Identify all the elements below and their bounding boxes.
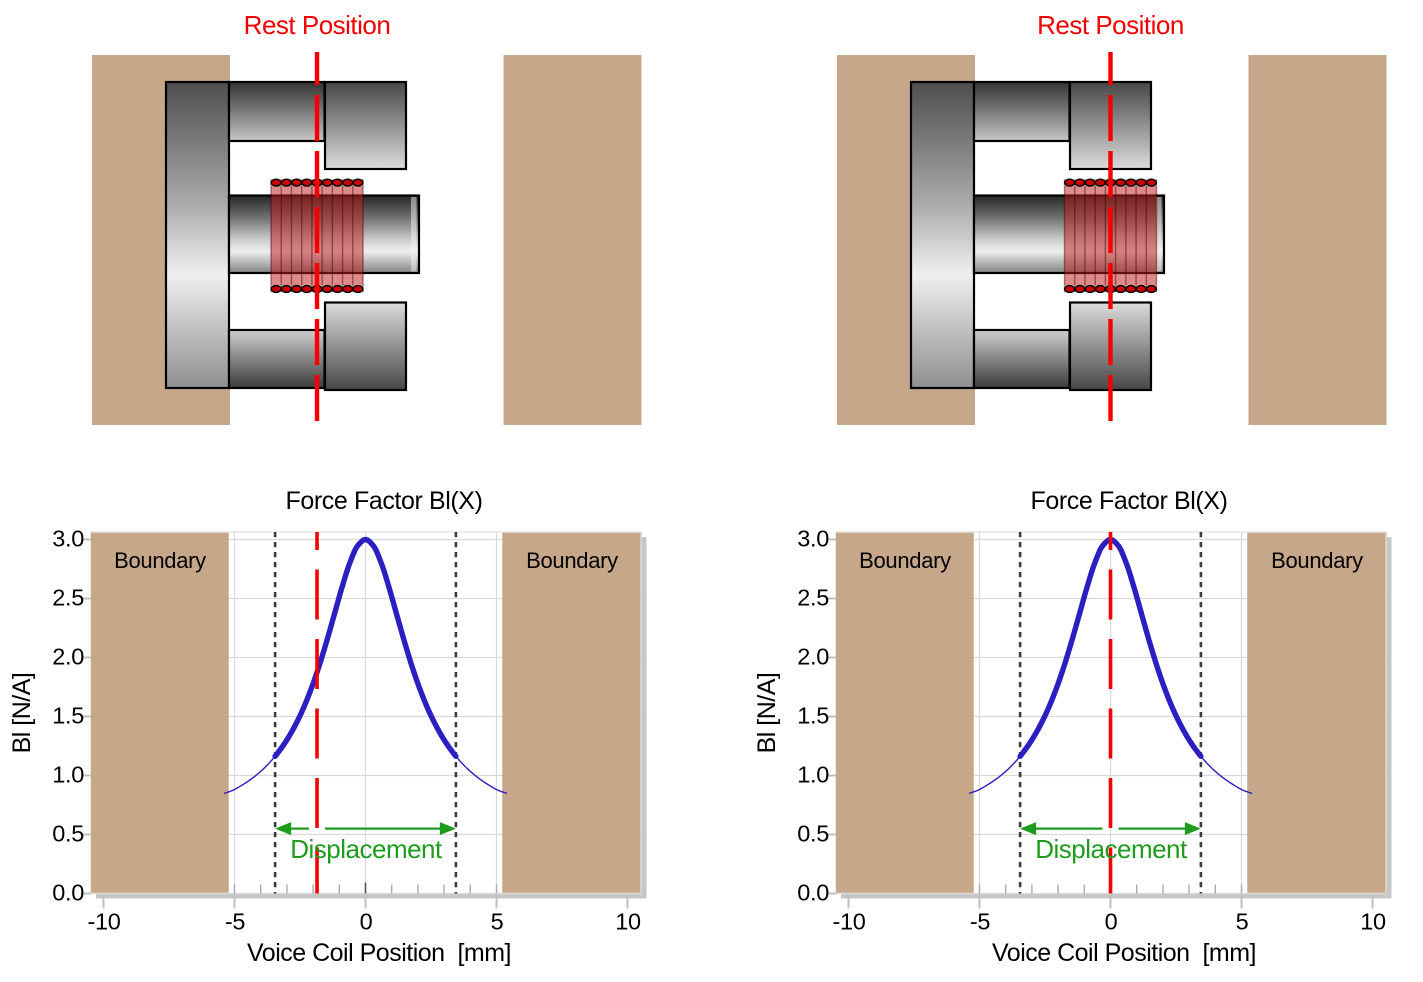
bl-chart (83, 531, 647, 909)
voice-coil-winding-dot (331, 284, 344, 294)
y-axis-label: Bl [N/A] (753, 673, 781, 754)
boundary-label-left: Boundary (114, 548, 206, 573)
motor-diagram (92, 52, 642, 425)
voice-coil-winding-dot (1145, 284, 1157, 294)
x-tick-label: 10 (1360, 909, 1386, 935)
y-tick-label: 2.5 (797, 585, 829, 611)
voice-coil-winding-dot (1135, 284, 1147, 294)
motor-diagram (837, 52, 1387, 425)
voice-coil-winding-dot (321, 284, 333, 294)
motor-back-plate (164, 80, 231, 390)
y-tick-label: 1.5 (52, 703, 84, 729)
voice-coil-winding-dot (342, 178, 354, 187)
voice-coil-winding-dot (352, 284, 364, 294)
boundary-label-left: Boundary (859, 548, 951, 573)
voice-coil-winding-dot (1074, 178, 1086, 187)
boundary-label-right: Boundary (526, 548, 618, 573)
x-tick-label: -10 (832, 909, 865, 935)
y-tick-label: 2.0 (797, 644, 829, 670)
y-tick-label: 2.0 (52, 644, 84, 670)
voice-coil-winding-dot (280, 284, 292, 294)
voice-coil-winding-dot (1115, 178, 1127, 187)
voice-coil-winding-dot (1094, 284, 1106, 294)
displacement-arrowhead-left (1020, 822, 1037, 836)
boundary-wall-right (503, 55, 642, 425)
x-tick-label: -10 (87, 909, 120, 935)
x-tick-label: -5 (970, 909, 991, 935)
y-tick-label: 3.0 (52, 526, 84, 552)
motor-back-plate (909, 80, 976, 390)
voice-coil-winding-dot (331, 178, 344, 187)
motor-top-plate-outer (323, 80, 408, 171)
x-tick-label: 5 (1236, 909, 1249, 935)
motor-top-plate-inner (227, 80, 326, 143)
voice-coil-winding-dot (1145, 178, 1157, 187)
y-tick-label: 0.5 (52, 821, 84, 847)
y-tick-label: 2.5 (52, 585, 84, 611)
displacement-arrowhead-right (439, 822, 456, 836)
motor-bottom-plate-outer (323, 301, 408, 392)
y-tick-label: 0.0 (52, 880, 84, 906)
y-tick-label: 1.0 (797, 762, 829, 788)
rest-position-label: Rest Position (1037, 10, 1184, 40)
x-tick-label: 0 (360, 909, 373, 935)
displacement-label: Displacement (1035, 834, 1188, 864)
voice-coil-winding-dot (1094, 178, 1106, 187)
y-tick-label: 1.0 (52, 762, 84, 788)
x-tick-label: -5 (225, 909, 246, 935)
voice-coil-winding-dot (342, 284, 354, 294)
y-tick-label: 0.0 (797, 880, 829, 906)
boundary-label-right: Boundary (1271, 548, 1363, 573)
x-tick-label: 0 (1105, 909, 1118, 935)
chart-title: Force Factor Bl(X) (286, 487, 483, 515)
voice-coil-winding-dot (1125, 178, 1137, 187)
voice-coil-winding-dot (301, 284, 313, 294)
bl-chart (828, 531, 1392, 909)
voice-coil-winding-dot (290, 178, 303, 187)
voice-coil-winding-dot (1084, 178, 1096, 187)
voice-coil-winding-dot (1074, 284, 1086, 294)
displacement-label: Displacement (290, 834, 443, 864)
voice-coil-winding-dot (1064, 284, 1076, 294)
voice-coil-winding-dot (1064, 178, 1076, 187)
boundary-region-left (836, 532, 974, 893)
bl-curve-thick (272, 536, 459, 759)
rest-position-label: Rest Position (244, 10, 391, 40)
y-axis-label: Bl [N/A] (8, 673, 36, 754)
x-tick-label: 10 (615, 909, 641, 935)
panel-right: Rest Position Force Factor Bl(X) Bl [N/A… (753, 10, 1392, 967)
motor-bottom-plate-inner (227, 328, 326, 390)
boundary-region-left (91, 532, 229, 893)
y-tick-label: 1.5 (797, 703, 829, 729)
voice-coil-winding-dot (270, 284, 282, 294)
chart-title: Force Factor Bl(X) (1031, 487, 1228, 515)
panel-left: Rest Position Force Factor Bl(X) Bl [N/A… (8, 10, 647, 967)
y-tick-label: 3.0 (797, 526, 829, 552)
displacement-arrowhead-left (275, 822, 292, 836)
displacement-arrowhead-right (1184, 822, 1201, 836)
motor-top-plate-inner (972, 80, 1071, 143)
motor-pole-end-highlight (1156, 197, 1162, 272)
motor-pole-end-highlight (411, 197, 417, 272)
voice-coil-winding-dot (290, 284, 303, 294)
boundary-wall-right (1248, 55, 1387, 425)
x-tick-label: 5 (491, 909, 504, 935)
boundary-region-right (1247, 532, 1386, 893)
voice-coil-winding-dot (321, 178, 333, 187)
voice-coil-winding-dot (270, 178, 282, 187)
x-axis-label: Voice Coil Position [mm] (247, 939, 511, 967)
motor-bottom-plate-inner (972, 328, 1071, 390)
x-axis-label: Voice Coil Position [mm] (992, 939, 1256, 967)
voice-coil-winding-dot (301, 178, 313, 187)
boundary-region-right (502, 532, 641, 893)
voice-coil-winding-dot (1125, 284, 1137, 294)
voice-coil-winding-dot (1115, 284, 1127, 294)
voice-coil-winding-dot (1084, 284, 1096, 294)
voice-coil-winding-dot (1135, 178, 1147, 187)
voice-coil-winding-dot (352, 178, 364, 187)
y-tick-label: 0.5 (797, 821, 829, 847)
voice-coil-winding-dot (280, 178, 292, 187)
